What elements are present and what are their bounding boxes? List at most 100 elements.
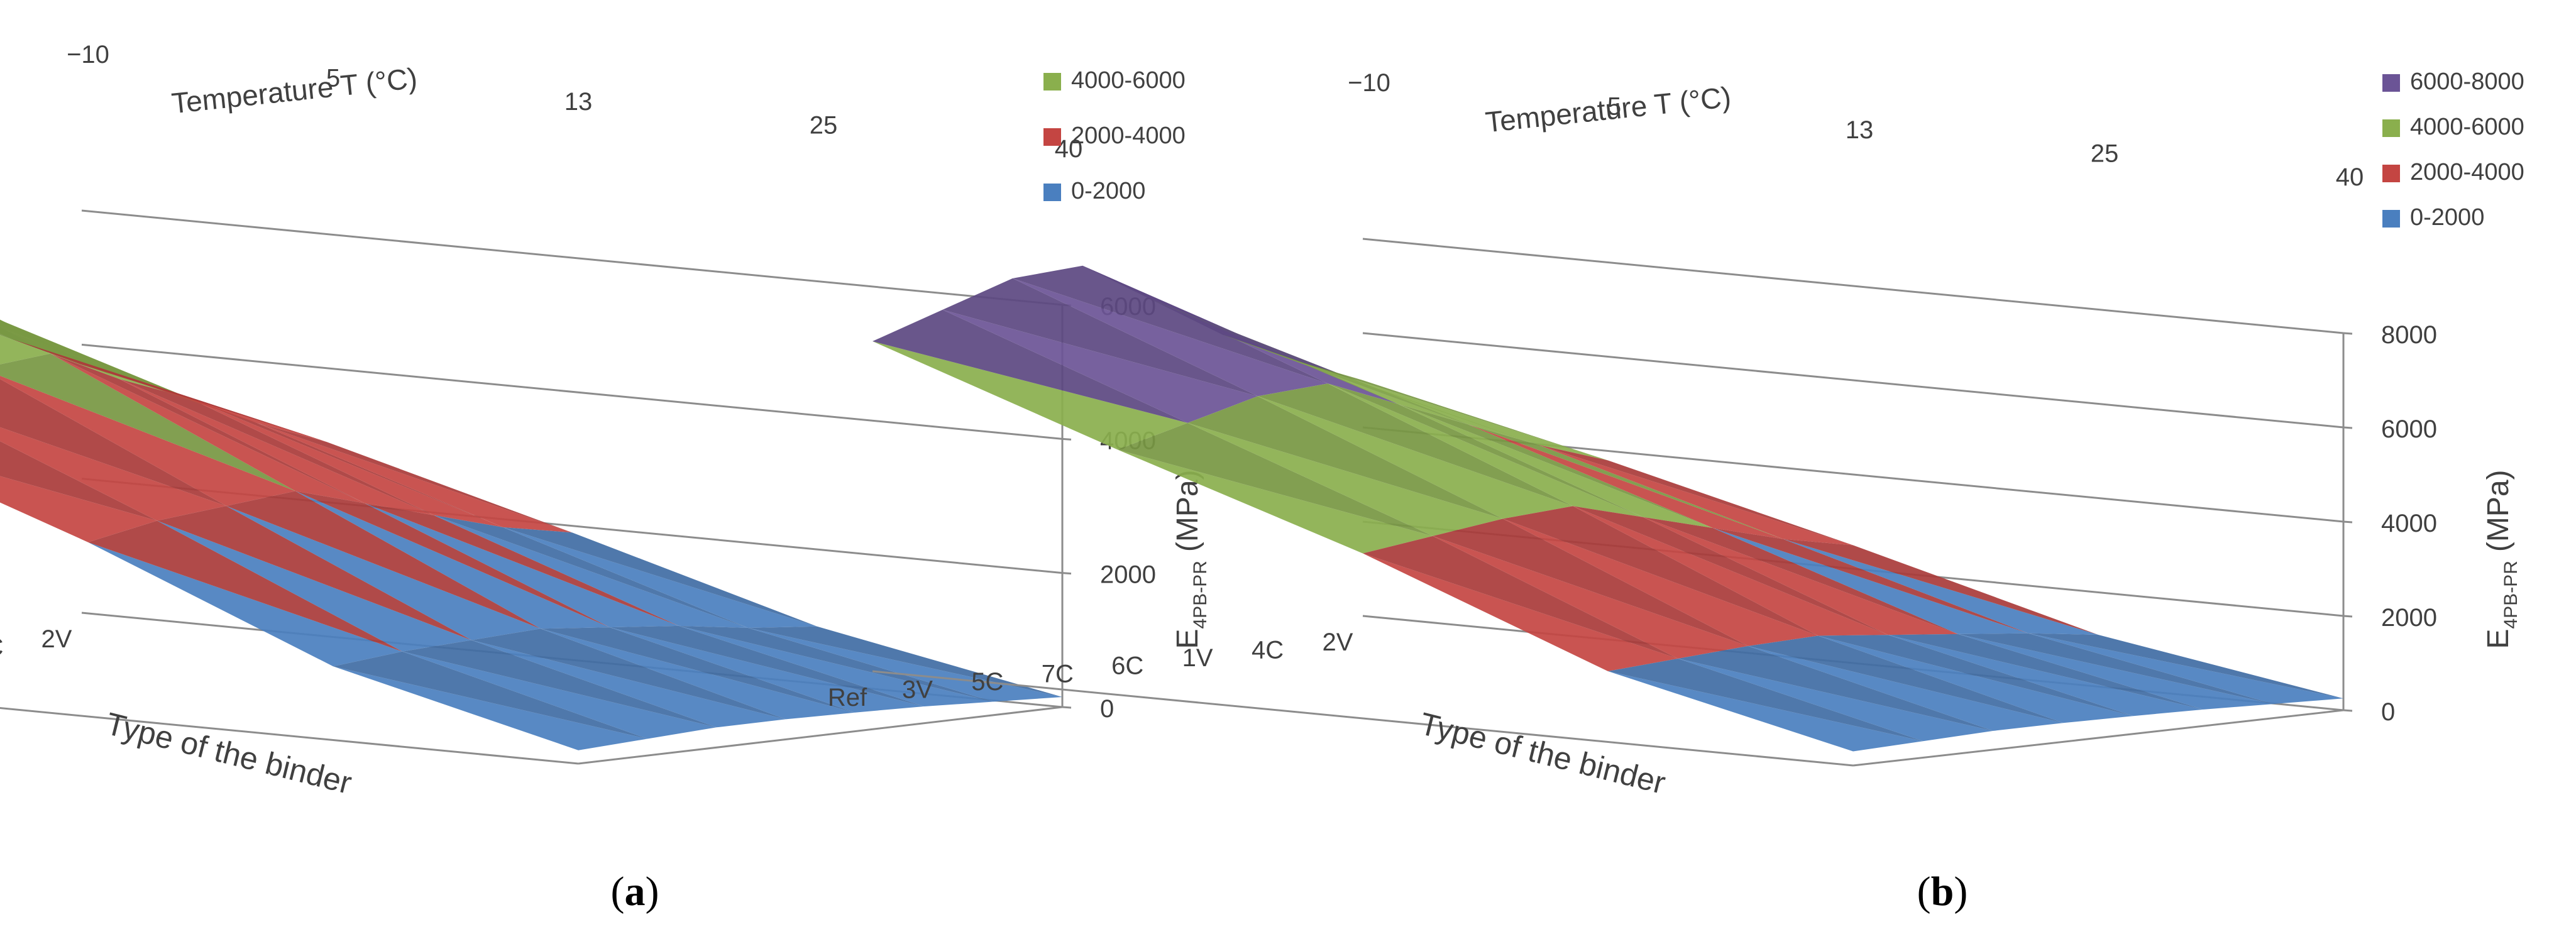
surface-facet: [88, 542, 402, 667]
surface-facet: [365, 503, 679, 628]
panel-b-caption-letter: b: [1931, 869, 1954, 914]
temperature-tick-label: 5: [326, 65, 340, 92]
surface-facet: [189, 397, 503, 527]
z-tick: [1062, 706, 1072, 709]
legend-label: 4000-6000: [2410, 114, 2524, 140]
surface-facet: [1187, 396, 1503, 519]
z-axis-title-sub: 4PB-PR: [1190, 561, 1211, 628]
surface-facet: [365, 503, 679, 626]
surface-facet: [942, 278, 1258, 397]
surface-facet: [1958, 633, 2274, 705]
surface-facet: [434, 515, 748, 628]
surface-facet: [1363, 535, 1678, 659]
z-tick: [1062, 572, 1072, 575]
surface-facet: [1818, 635, 2133, 716]
surface-facet: [1678, 658, 1993, 742]
binder-axis-title: Type of the binder: [1416, 706, 1669, 801]
surface-facet: [471, 628, 786, 720]
surface-facet: [333, 666, 647, 750]
surface-facet: [1257, 383, 1573, 507]
surface-facet: [1433, 519, 1748, 646]
surface-facet: [748, 626, 1062, 697]
gridline: [1362, 332, 2344, 429]
binder-tick-label: 2V: [41, 625, 72, 653]
surface-facet: [0, 441, 157, 521]
surface-facet: [2028, 633, 2343, 705]
surface-facet: [1328, 383, 1643, 517]
surface-facet: [1713, 528, 2028, 634]
legend-swatch: [2382, 210, 2400, 228]
floor-edge: [872, 670, 1854, 767]
temperature-tick-label: 13: [1846, 116, 1874, 144]
surface-facet: [1573, 506, 1888, 635]
z-tick: [2343, 615, 2353, 618]
temperature-tick-label: −10: [1348, 69, 1390, 97]
surface-facet: [1958, 634, 2274, 710]
temperature-axis-title: Temperature T (°C): [1483, 80, 1732, 139]
surface-facet: [0, 378, 226, 506]
surface-facet: [1643, 517, 1959, 635]
legend-label: 2000-4000: [2410, 159, 2524, 185]
surface-facet: [295, 491, 610, 629]
surface-facet: [119, 379, 434, 515]
binder-axis-title: Type of the binder: [102, 706, 355, 801]
surface-facet: [1397, 403, 1714, 529]
z-tick-label: 4000: [2381, 510, 2437, 537]
surface-facet: [13, 339, 327, 442]
surface-facet: [1292, 359, 1608, 461]
legend-swatch: [2382, 74, 2400, 92]
binder-tick-label: 4C: [1252, 637, 1284, 664]
surface-facet: [1363, 553, 1678, 671]
gridline: [81, 343, 1063, 440]
gridline: [1362, 238, 2344, 334]
surface-facet: [1748, 645, 2064, 731]
surface-facet: [872, 309, 1188, 423]
legend-swatch: [1043, 128, 1061, 146]
surface-facet: [503, 527, 817, 628]
legend-label: 4000-6000: [1071, 67, 1186, 94]
surface-facet: [1608, 671, 1924, 752]
surface-facet: [1538, 444, 1853, 546]
surface-facet: [226, 491, 541, 629]
surface-facet: [1502, 506, 1819, 636]
surface-facet: [402, 651, 717, 739]
surface-facet: [1257, 396, 1573, 519]
surface-facet: [1118, 449, 1433, 554]
z-tick-label: 0: [2381, 698, 2395, 726]
surface-facet: [1818, 635, 2133, 723]
z-axis-title-main: E: [2482, 629, 2515, 649]
z-tick: [2343, 426, 2353, 429]
temperature-tick-label: −10: [67, 41, 109, 69]
panel-b-caption: (b): [1917, 869, 1968, 914]
surface-facet: [1573, 506, 1888, 636]
gridline: [81, 209, 1063, 306]
binder-tick-label: 3V: [902, 676, 933, 703]
z-tick-label: 6000: [2381, 415, 2437, 443]
surface-facet: [295, 491, 610, 628]
binder-tick-label: 1V: [1182, 644, 1213, 672]
z-tick-label: 0: [1100, 695, 1114, 723]
surface-facet: [0, 353, 295, 491]
temperature-tick-label: 40: [2336, 163, 2364, 191]
surface-facet: [0, 375, 295, 506]
surface-facet: [258, 423, 572, 533]
surface-facet: [1713, 528, 2028, 634]
surface-facet: [1012, 278, 1328, 397]
surface-facet: [258, 423, 572, 533]
temperature-tick-label: 5: [1607, 93, 1621, 121]
floor-edge: [0, 707, 579, 765]
binder-tick-label: Ref: [828, 684, 867, 711]
surface-facet: [503, 527, 817, 627]
surface-facet: [157, 520, 471, 652]
surface-facet: [1397, 403, 1714, 529]
surface-facet: [471, 640, 786, 728]
surface-facet: [1643, 517, 1959, 634]
z-axis-title-unit: (MPa): [2482, 469, 2515, 552]
z-tick: [2343, 709, 2353, 712]
surface-facet: [50, 353, 365, 503]
temperature-tick-label: 25: [810, 112, 838, 140]
z-tick-label: 8000: [2381, 321, 2437, 349]
z-tick: [2343, 332, 2353, 335]
legend-label: 0-2000: [2410, 204, 2484, 231]
